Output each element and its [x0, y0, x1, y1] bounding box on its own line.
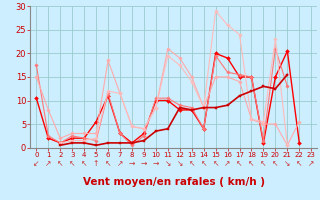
- X-axis label: Vent moyen/en rafales ( km/h ): Vent moyen/en rafales ( km/h ): [83, 177, 265, 187]
- Text: ↖: ↖: [201, 159, 207, 168]
- Text: ↖: ↖: [296, 159, 302, 168]
- Text: →: →: [153, 159, 159, 168]
- Text: ↖: ↖: [236, 159, 243, 168]
- Text: ↖: ↖: [69, 159, 76, 168]
- Text: ↘: ↘: [164, 159, 171, 168]
- Text: ↖: ↖: [188, 159, 195, 168]
- Text: →: →: [141, 159, 147, 168]
- Text: ↑: ↑: [93, 159, 99, 168]
- Text: ↖: ↖: [248, 159, 255, 168]
- Text: ↖: ↖: [272, 159, 279, 168]
- Text: ↖: ↖: [57, 159, 63, 168]
- Text: ↖: ↖: [212, 159, 219, 168]
- Text: ↗: ↗: [117, 159, 123, 168]
- Text: ↗: ↗: [45, 159, 52, 168]
- Text: →: →: [129, 159, 135, 168]
- Text: ↘: ↘: [177, 159, 183, 168]
- Text: ↖: ↖: [260, 159, 267, 168]
- Text: ↖: ↖: [81, 159, 87, 168]
- Text: ↗: ↗: [224, 159, 231, 168]
- Text: ↙: ↙: [33, 159, 40, 168]
- Text: ↖: ↖: [105, 159, 111, 168]
- Text: ↘: ↘: [284, 159, 291, 168]
- Text: ↗: ↗: [308, 159, 315, 168]
